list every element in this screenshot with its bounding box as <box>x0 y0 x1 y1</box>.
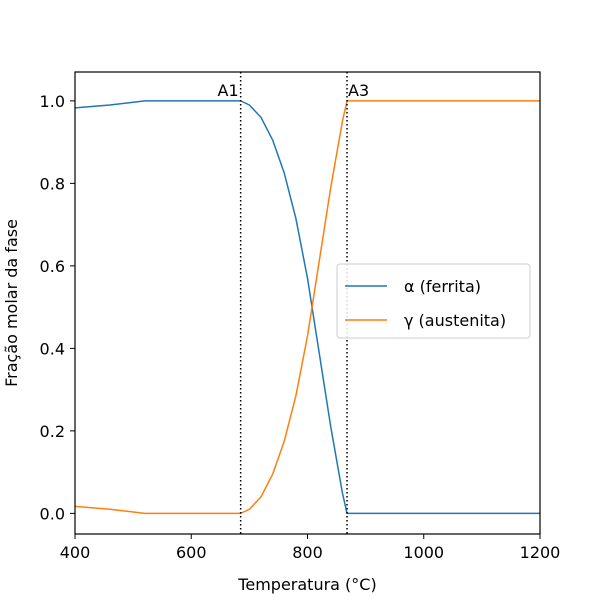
x-tick-label: 400 <box>60 543 91 562</box>
y-tick-label: 0.2 <box>40 422 65 441</box>
plot-lines <box>74 100 540 515</box>
annotation-labels: A1 A3 <box>218 81 370 100</box>
y-tick-label: 0.4 <box>40 339 65 358</box>
legend-label-ferrita: α (ferrita) <box>404 277 481 296</box>
x-tick-label: 800 <box>292 543 323 562</box>
x-axis-label: Temperatura (°C) <box>237 575 376 594</box>
y-tick-label: 0.6 <box>40 257 65 276</box>
annotation-label-a3: A3 <box>348 81 369 100</box>
y-tick-label: 0.8 <box>40 174 65 193</box>
y-tick-label: 1.0 <box>40 92 65 111</box>
y-axis-ticks: 0.0 0.2 0.4 0.6 0.8 1.0 <box>40 92 75 523</box>
legend: α (ferrita) γ (austenita) <box>336 263 531 339</box>
x-axis-ticks: 400 600 800 1000 1200 <box>60 534 561 562</box>
x-tick-label: 600 <box>176 543 207 562</box>
legend-label-austenita: γ (austenita) <box>404 311 506 330</box>
annotation-label-a1: A1 <box>218 81 239 100</box>
series-line-1 <box>74 100 540 515</box>
x-tick-label: 1200 <box>520 543 561 562</box>
annotation-lines <box>239 72 348 534</box>
y-axis-label: Fração molar da fase <box>2 219 21 387</box>
series-line-0 <box>74 100 540 515</box>
y-tick-label: 0.0 <box>40 504 65 523</box>
x-tick-label: 1000 <box>403 543 444 562</box>
